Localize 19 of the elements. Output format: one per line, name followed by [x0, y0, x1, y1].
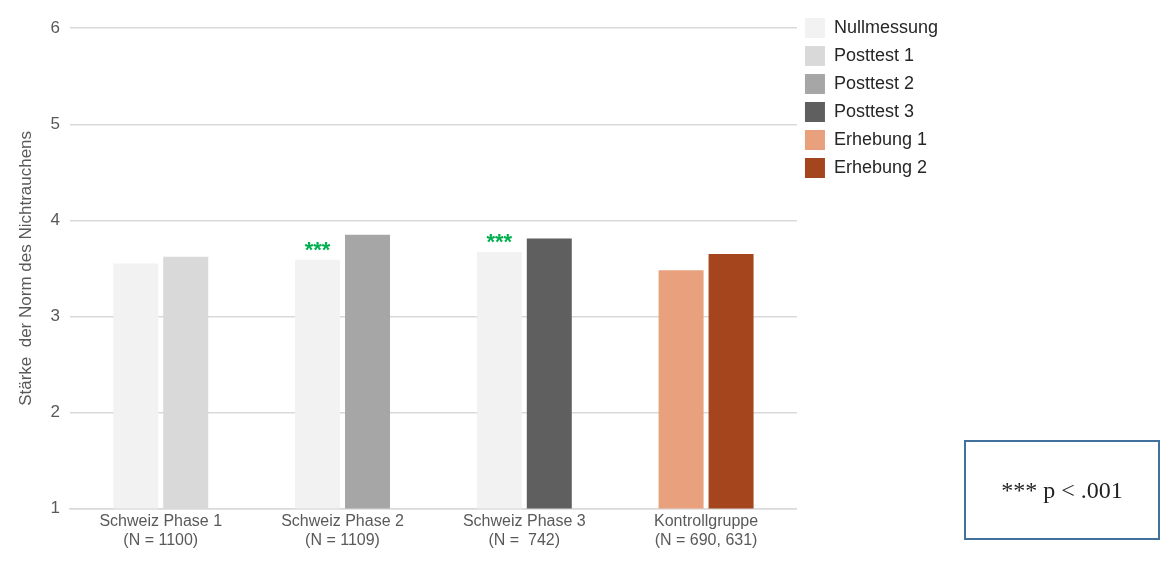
y-tick-label: 3	[50, 306, 60, 326]
y-tick-label: 5	[50, 113, 60, 133]
legend-label: Erhebung 2	[833, 156, 928, 177]
annotation: ***	[486, 229, 513, 255]
y-tick-label: 4	[50, 210, 60, 230]
y-tick-label: 1	[50, 498, 60, 518]
y-tick-label: 2	[50, 402, 60, 422]
x-tick-label: Schweiz Phase 1 (N = 1100)	[99, 511, 223, 548]
legend-label: Erhebung 1	[833, 128, 928, 149]
x-tick-label: Kontrollgruppe (N = 690, 631)	[654, 511, 759, 548]
legend-label: Posttest 1	[833, 44, 914, 65]
x-tick-label: Schweiz Phase 2 (N = 1109)	[281, 511, 404, 548]
y-tick-label: 6	[50, 17, 60, 37]
y-axis-title: Stärke der Norm des Nichtrauchens	[15, 130, 35, 406]
legend-label: Posttest 2	[833, 72, 914, 93]
legend-label: Nullmessung	[833, 16, 938, 37]
annotation: ***	[304, 236, 331, 262]
legend-label: Posttest 3	[833, 100, 914, 121]
x-tick-label: Schweiz Phase 3 (N = 742)	[462, 511, 586, 548]
